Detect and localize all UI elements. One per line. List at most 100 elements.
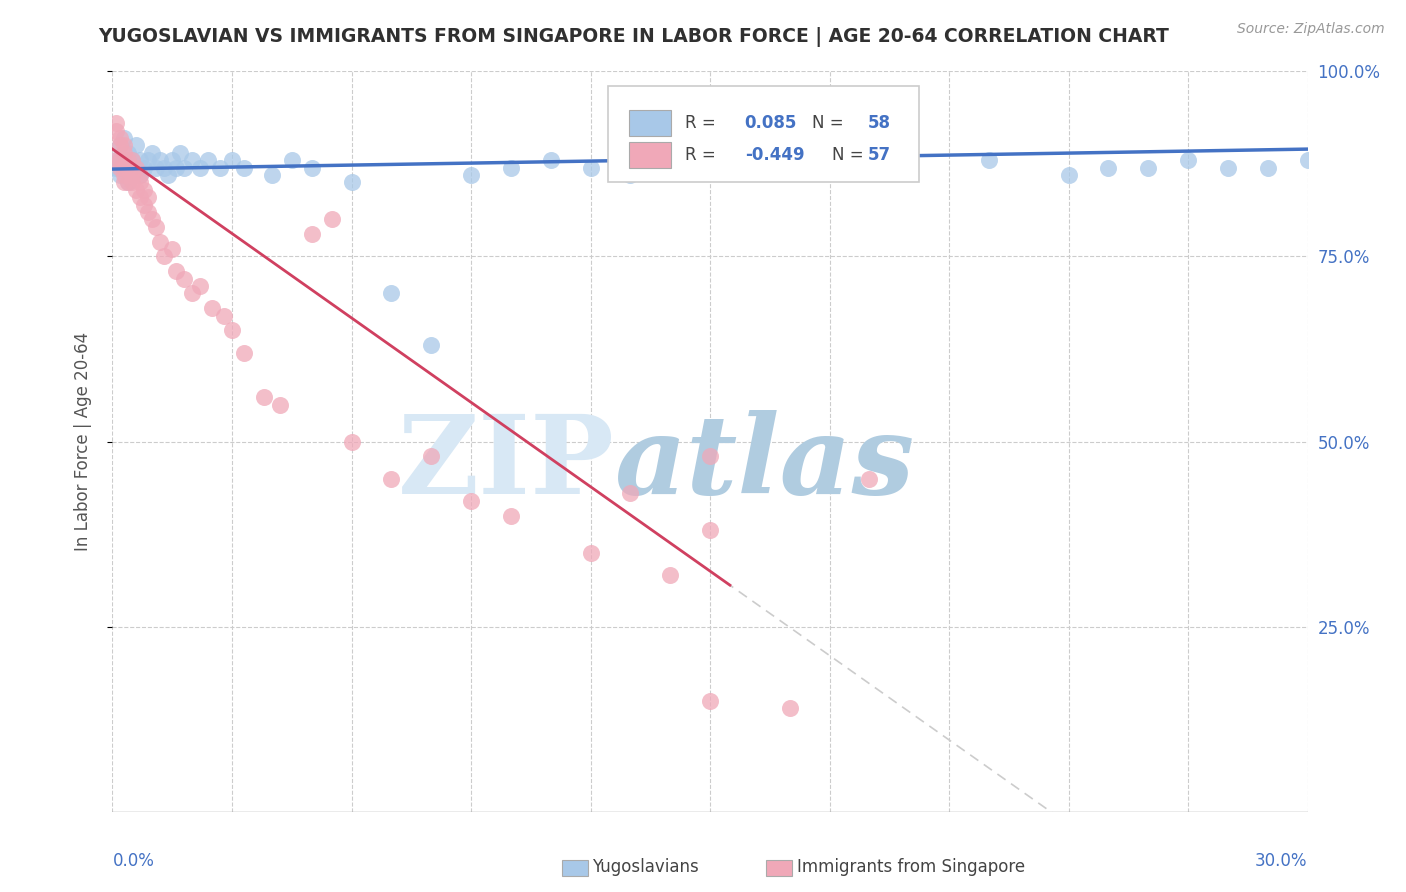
- Point: [134, 183, 156, 197]
- Point: [579, 546, 602, 560]
- Point: [117, 175, 139, 190]
- Point: [117, 161, 139, 175]
- Point: [125, 161, 148, 175]
- Point: [138, 190, 160, 204]
- Point: [129, 168, 152, 182]
- Point: [197, 153, 219, 168]
- Point: [129, 175, 152, 190]
- Text: 58: 58: [868, 114, 891, 132]
- Point: [157, 168, 180, 182]
- Point: [181, 153, 204, 168]
- Point: [619, 486, 641, 500]
- Point: [540, 153, 562, 168]
- Text: N =: N =: [832, 146, 869, 164]
- Point: [110, 161, 132, 175]
- Point: [134, 197, 156, 211]
- Text: 30.0%: 30.0%: [1256, 853, 1308, 871]
- Point: [125, 183, 148, 197]
- Point: [858, 87, 880, 101]
- Point: [162, 153, 183, 168]
- Point: [738, 161, 761, 175]
- Point: [1296, 153, 1319, 168]
- Point: [114, 145, 135, 160]
- Text: 57: 57: [868, 146, 891, 164]
- Text: Yugoslavians: Yugoslavians: [592, 858, 699, 876]
- Point: [105, 153, 128, 168]
- Point: [221, 153, 243, 168]
- Point: [117, 175, 139, 190]
- Text: Immigrants from Singapore: Immigrants from Singapore: [797, 858, 1025, 876]
- Point: [165, 161, 187, 175]
- Point: [149, 153, 172, 168]
- Point: [141, 145, 163, 160]
- Point: [209, 161, 232, 175]
- Text: ZIP: ZIP: [398, 410, 614, 517]
- Point: [260, 168, 283, 182]
- Point: [269, 398, 291, 412]
- Point: [121, 153, 143, 168]
- Point: [153, 250, 176, 264]
- Text: R =: R =: [685, 146, 721, 164]
- Point: [110, 153, 132, 168]
- Point: [619, 168, 641, 182]
- Point: [153, 161, 176, 175]
- Point: [125, 138, 148, 153]
- Point: [121, 168, 143, 182]
- Point: [1177, 153, 1199, 168]
- Point: [898, 161, 921, 175]
- Point: [181, 286, 204, 301]
- Point: [129, 153, 152, 168]
- Point: [380, 286, 402, 301]
- Point: [110, 138, 132, 153]
- Point: [141, 212, 163, 227]
- Point: [105, 161, 128, 175]
- Point: [1097, 161, 1119, 175]
- Point: [110, 131, 132, 145]
- Point: [201, 301, 224, 316]
- Point: [420, 450, 443, 464]
- Point: [659, 153, 682, 168]
- Point: [659, 567, 682, 582]
- Point: [1216, 161, 1239, 175]
- Point: [321, 212, 343, 227]
- Point: [188, 279, 211, 293]
- Point: [105, 153, 128, 168]
- Text: 0.0%: 0.0%: [112, 853, 155, 871]
- Point: [460, 168, 482, 182]
- Point: [233, 161, 256, 175]
- Point: [149, 235, 172, 249]
- Point: [499, 161, 522, 175]
- FancyBboxPatch shape: [628, 111, 671, 136]
- Point: [121, 168, 143, 182]
- Text: R =: R =: [685, 114, 721, 132]
- Point: [129, 190, 152, 204]
- Text: N =: N =: [811, 114, 848, 132]
- Point: [114, 153, 135, 168]
- Point: [165, 264, 187, 278]
- Point: [579, 161, 602, 175]
- Point: [121, 153, 143, 168]
- Point: [699, 161, 721, 175]
- Point: [1137, 161, 1160, 175]
- Point: [173, 161, 195, 175]
- Point: [281, 153, 304, 168]
- Point: [779, 701, 801, 715]
- Point: [114, 168, 135, 182]
- Point: [699, 524, 721, 538]
- Point: [117, 145, 139, 160]
- Point: [977, 153, 1000, 168]
- Point: [301, 161, 323, 175]
- Point: [114, 175, 135, 190]
- Point: [779, 123, 801, 137]
- Point: [858, 471, 880, 485]
- Text: YUGOSLAVIAN VS IMMIGRANTS FROM SINGAPORE IN LABOR FORCE | AGE 20-64 CORRELATION : YUGOSLAVIAN VS IMMIGRANTS FROM SINGAPORE…: [98, 27, 1170, 46]
- Point: [117, 153, 139, 168]
- Point: [301, 227, 323, 242]
- Point: [340, 434, 363, 449]
- Point: [460, 493, 482, 508]
- Point: [138, 205, 160, 219]
- Point: [420, 338, 443, 352]
- Point: [114, 131, 135, 145]
- Point: [145, 161, 167, 175]
- Point: [105, 116, 128, 130]
